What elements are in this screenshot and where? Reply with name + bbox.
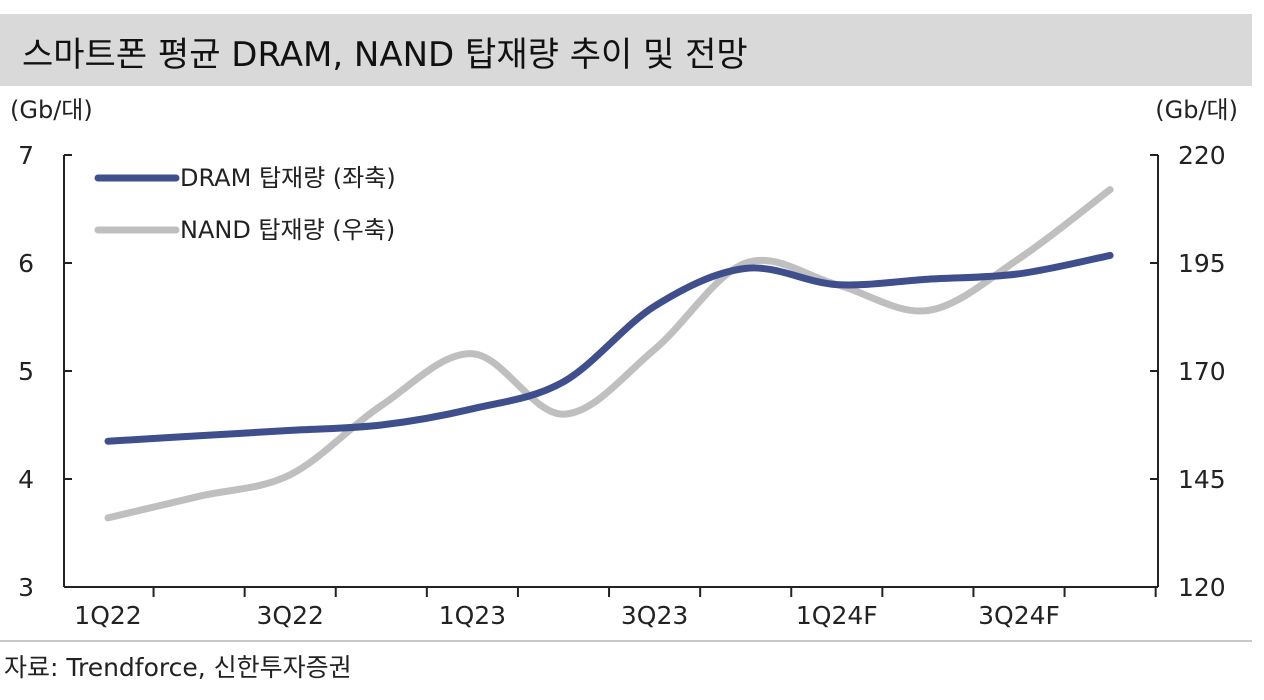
x-axis-tick-label: 1Q24F [796,601,878,630]
chart-area: 3 4 5 6 7 120 145 170 195 220 (Gb/대) (Gb/대) 1Q22 3Q22… [10,96,1238,630]
right-axis-tick-label: 145 [1178,465,1226,494]
source-divider [0,640,1252,642]
x-axis-tick-label: 1Q22 [74,601,141,630]
left-axis-tick-label: 7 [18,141,34,170]
legend-label: NAND 탑재량 (우축) [180,216,395,244]
x-axis-tick-label: 3Q24F [978,601,1060,630]
x-axis-tick-label: 1Q23 [439,601,506,630]
left-axis-tick-label: 5 [18,357,34,386]
left-axis-unit-label: (Gb/대) [10,96,93,124]
legend-label: DRAM 탑재량 (좌축) [180,164,396,192]
right-axis-tick-label: 170 [1178,357,1226,386]
left-axis-tick-label: 3 [18,573,34,602]
right-axis-tick-label: 220 [1178,141,1226,170]
source-note: 자료: Trendforce, 신한투자증권 [4,653,352,682]
chart-title: 스마트폰 평균 DRAM, NAND 탑재량 추이 및 전망 [22,35,748,75]
left-axis-tick-label: 6 [18,249,34,278]
right-axis-unit-label: (Gb/대) [1155,96,1238,124]
right-axis-tick-label: 120 [1178,573,1226,602]
left-axis-tick-label: 4 [18,465,34,494]
x-axis-tick-label: 3Q22 [256,601,323,630]
x-axis-tick-label: 3Q23 [621,601,688,630]
dram-series-line [104,251,1114,445]
nand-series-line [104,186,1114,522]
title-bar: 스마트폰 평균 DRAM, NAND 탑재량 추이 및 전망 [0,14,1252,86]
right-axis-tick-label: 195 [1178,249,1226,278]
